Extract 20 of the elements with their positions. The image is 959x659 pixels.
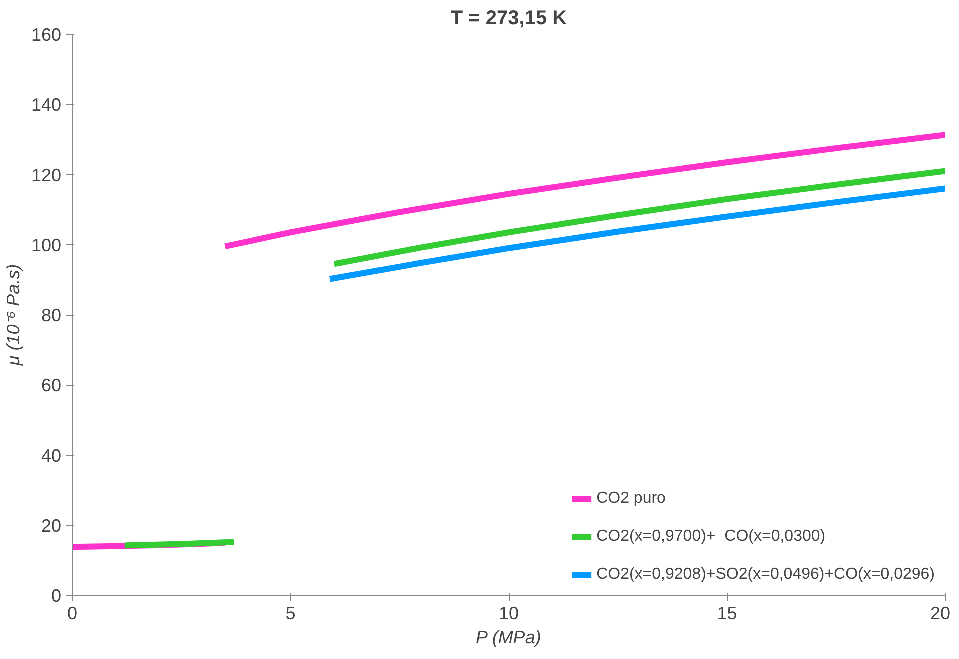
legend-label: CO2(x=0,9208)+SO2(x=0,0496)+CO(x=0,0296) <box>596 566 935 584</box>
y-tick-label: 80 <box>41 306 62 326</box>
legend-label: CO2 puro <box>596 490 666 508</box>
y-tick-label: 120 <box>31 165 62 186</box>
x-tick-label: 15 <box>717 604 738 624</box>
x-tick-label: 0 <box>67 604 78 624</box>
x-tick-label: 10 <box>498 604 520 624</box>
x-tick-label: 5 <box>286 604 296 624</box>
y-tick-label: 160 <box>31 25 62 45</box>
chart-title: T = 273,15 K <box>450 8 568 30</box>
y-axis-title: μ (10⁻⁶ Pa.s) <box>3 264 24 367</box>
y-tick-label: 20 <box>41 516 62 536</box>
x-tick-label: 20 <box>930 604 951 624</box>
y-tick-label: 100 <box>31 235 62 256</box>
y-tick-label: 140 <box>31 95 62 116</box>
y-tick-label: 0 <box>51 586 62 606</box>
legend-label: CO2(x=0,9700)+ CO(x=0,0300) <box>596 528 826 546</box>
y-tick-label: 60 <box>41 376 62 396</box>
y-tick-label: 40 <box>41 446 62 466</box>
x-axis-title: P (MPa) <box>476 628 542 648</box>
